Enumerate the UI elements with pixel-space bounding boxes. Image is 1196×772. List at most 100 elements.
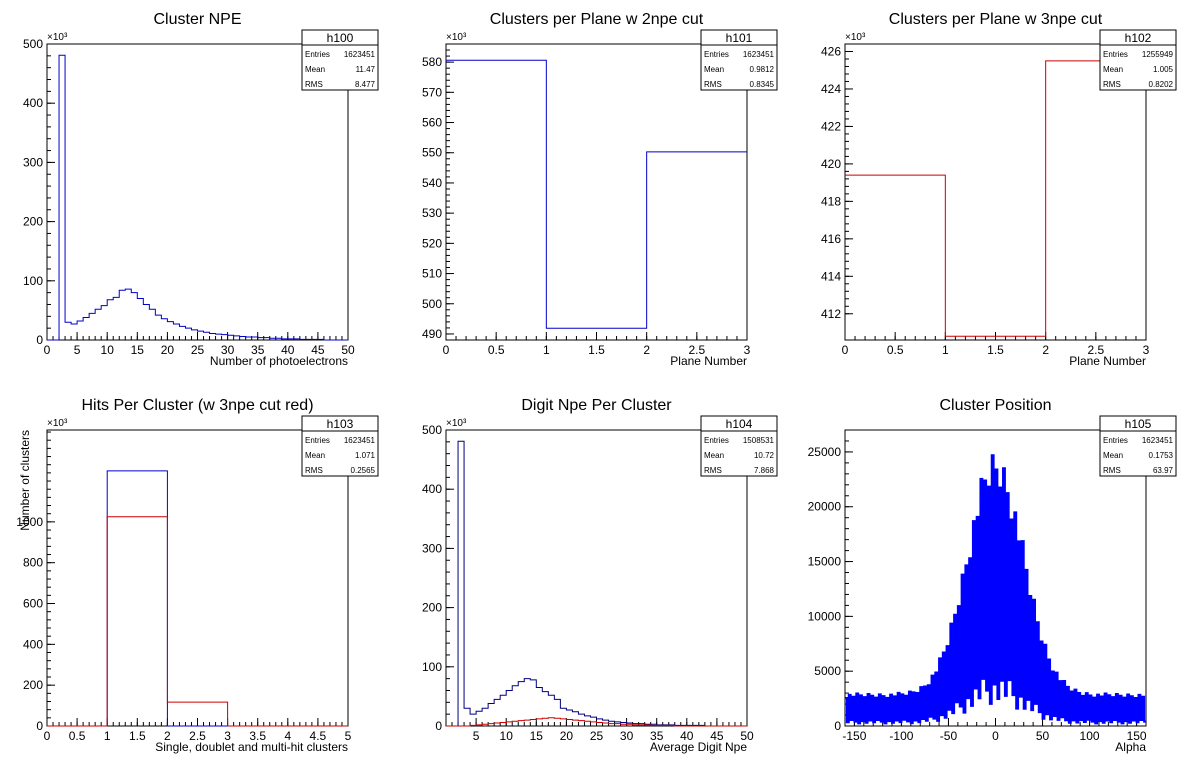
stats-box-h103 xyxy=(301,415,379,477)
histogram-series-h104-0 xyxy=(446,440,747,727)
stats-box-h101 xyxy=(700,29,778,91)
x-tick-label-h102-2: 1 xyxy=(942,343,949,357)
x-tick-label-h104-7: 40 xyxy=(680,729,694,743)
y-tick-label-h105-4: 20000 xyxy=(808,500,842,514)
y-exponent-h102: ×10³ xyxy=(845,32,866,43)
y-tick-label-h101-8: 570 xyxy=(422,85,442,99)
x-tick-label-h105-0: -150 xyxy=(842,729,866,743)
y-tick-label-h101-1: 500 xyxy=(422,297,442,311)
y-tick-label-h103-3: 600 xyxy=(23,597,43,611)
x-tick-label-h103-0: 0 xyxy=(44,729,51,743)
y-exponent-h101: ×10³ xyxy=(446,32,467,43)
stats-label-h105-2: RMS xyxy=(1103,466,1121,475)
x-tick-label-h103-7: 3.5 xyxy=(249,729,266,743)
y-tick-label-h103-1: 200 xyxy=(23,678,43,692)
y-tick-label-h102-3: 418 xyxy=(821,194,841,208)
x-tick-label-h104-8: 45 xyxy=(710,729,724,743)
x-tick-label-h104-5: 30 xyxy=(620,729,634,743)
stats-label-h103-0: Entries xyxy=(305,436,330,445)
x-tick-label-h101-3: 1.5 xyxy=(588,343,605,357)
stats-label-h101-0: Entries xyxy=(704,50,729,59)
y-tick-label-h101-6: 550 xyxy=(422,146,442,160)
y-tick-label-h100-5: 500 xyxy=(23,37,43,51)
x-tick-label-h100-2: 10 xyxy=(101,343,115,357)
x-tick-label-h101-4: 2 xyxy=(643,343,650,357)
stats-label-h105-1: Mean xyxy=(1103,451,1123,460)
x-tick-label-h104-6: 35 xyxy=(650,729,664,743)
y-tick-label-h104-1: 100 xyxy=(422,660,442,674)
stats-value-h101-0: 1623451 xyxy=(743,50,775,59)
x-tick-label-h103-8: 4 xyxy=(284,729,291,743)
x-tick-label-h100-7: 35 xyxy=(251,343,265,357)
y-tick-label-h100-0: 0 xyxy=(36,333,43,347)
y-tick-label-h100-4: 400 xyxy=(23,96,43,110)
x-tick-label-h105-6: 150 xyxy=(1127,729,1147,743)
stats-box-name-h102: h102 xyxy=(1125,31,1152,45)
y-tick-label-h101-7: 560 xyxy=(422,116,442,130)
y-tick-label-h102-6: 424 xyxy=(821,82,841,96)
stats-box-name-h104: h104 xyxy=(726,417,753,431)
y-tick-label-h104-5: 500 xyxy=(422,423,442,437)
stats-box-h105 xyxy=(1099,415,1177,477)
y-exponent-h103: ×10³ xyxy=(47,418,68,429)
x-tick-label-h103-5: 2.5 xyxy=(189,729,206,743)
y-tick-label-h101-4: 530 xyxy=(422,206,442,220)
stats-label-h102-1: Mean xyxy=(1103,65,1123,74)
x-axis-label-h102: Plane Number xyxy=(1069,354,1146,368)
x-tick-label-h100-3: 15 xyxy=(131,343,145,357)
stats-box-h104 xyxy=(700,415,778,477)
x-tick-label-h101-1: 0.5 xyxy=(488,343,505,357)
y-tick-label-h105-2: 10000 xyxy=(808,609,842,623)
y-tick-label-h104-3: 300 xyxy=(422,541,442,555)
stats-value-h102-1: 1.005 xyxy=(1153,65,1174,74)
stats-label-h100-2: RMS xyxy=(305,80,323,89)
stats-value-h104-2: 7.868 xyxy=(754,466,775,475)
stats-box-h102 xyxy=(1099,29,1177,91)
histogram-series-h103-1 xyxy=(47,516,348,727)
x-tick-label-h104-0: 5 xyxy=(473,729,480,743)
x-axis-label-h103: Single, doublet and multi-hit clusters xyxy=(155,740,348,754)
stats-label-h100-0: Entries xyxy=(305,50,330,59)
x-tick-label-h104-4: 25 xyxy=(590,729,604,743)
y-exponent-h100: ×10³ xyxy=(47,32,68,43)
x-tick-label-h102-3: 1.5 xyxy=(987,343,1004,357)
x-tick-label-h103-2: 1 xyxy=(104,729,111,743)
stats-value-h103-2: 0.2565 xyxy=(351,466,376,475)
stats-box-name-h105: h105 xyxy=(1125,417,1152,431)
y-tick-label-h103-5: 1000 xyxy=(16,515,43,529)
stats-value-h100-0: 1623451 xyxy=(344,50,376,59)
x-axis-label-h100: Number of photoelectrons xyxy=(210,354,348,368)
plot-panel-h101: Clusters per Plane w 2npe cut 0 0.5 1 1.5 2 2.… xyxy=(422,11,778,368)
y-tick-label-h103-2: 400 xyxy=(23,637,43,651)
plot-title-h102: Clusters per Plane w 3npe cut xyxy=(889,11,1103,28)
y-tick-label-h102-7: 426 xyxy=(821,44,841,58)
x-tick-label-h105-2: -50 xyxy=(940,729,958,743)
stats-label-h101-1: Mean xyxy=(704,65,724,74)
y-tick-label-h105-3: 15000 xyxy=(808,555,842,569)
x-tick-label-h105-1: -100 xyxy=(889,729,913,743)
stats-value-h102-2: 0.8202 xyxy=(1149,80,1174,89)
stats-value-h105-2: 63.97 xyxy=(1153,466,1174,475)
x-tick-label-h102-5: 2.5 xyxy=(1087,343,1104,357)
x-axis-label-h101: Plane Number xyxy=(670,354,747,368)
stats-label-h101-2: RMS xyxy=(704,80,722,89)
y-tick-label-h104-0: 0 xyxy=(435,719,442,733)
x-tick-label-h100-0: 0 xyxy=(44,343,51,357)
x-tick-label-h104-3: 20 xyxy=(560,729,574,743)
x-tick-label-h104-1: 10 xyxy=(500,729,514,743)
stats-value-h103-0: 1623451 xyxy=(344,436,376,445)
x-tick-label-h101-2: 1 xyxy=(543,343,550,357)
x-tick-label-h100-10: 50 xyxy=(341,343,355,357)
y-tick-label-h105-5: 25000 xyxy=(808,445,842,459)
x-axis-label-h104: Average Digit Npe xyxy=(650,740,747,754)
x-tick-label-h101-0: 0 xyxy=(443,343,450,357)
stats-label-h100-1: Mean xyxy=(305,65,325,74)
histogram-series-h102-0 xyxy=(845,60,1146,337)
y-tick-label-h102-1: 414 xyxy=(821,269,841,283)
y-tick-label-h103-0: 0 xyxy=(36,719,43,733)
y-tick-label-h104-4: 400 xyxy=(422,482,442,496)
x-tick-label-h104-2: 15 xyxy=(530,729,544,743)
plot-title-h101: Clusters per Plane w 2npe cut xyxy=(490,11,704,28)
plot-panel-h105: Cluster Position -150 -100 -50 0 50 100 150 0 500… xyxy=(808,397,1177,754)
